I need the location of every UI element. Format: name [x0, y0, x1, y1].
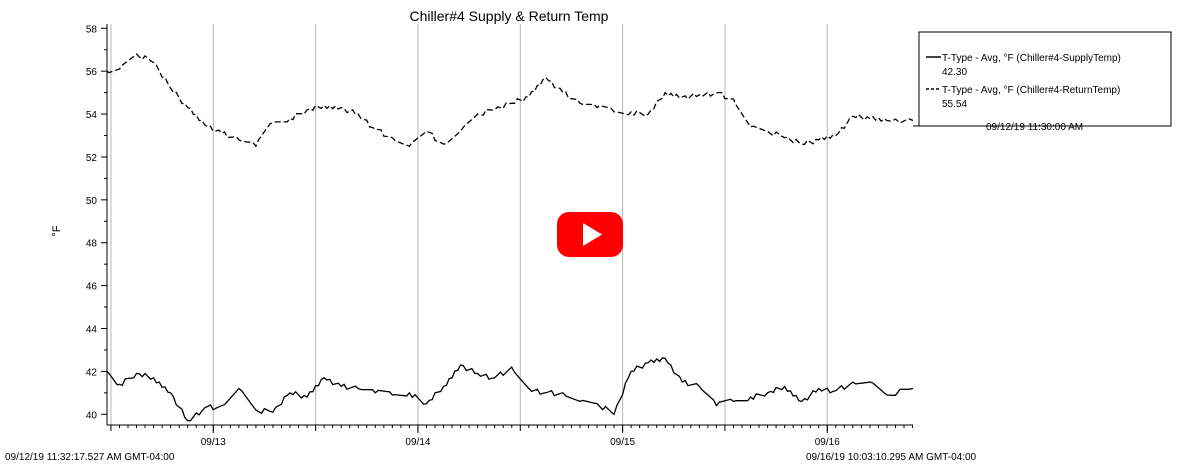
- y-tick-label: 56: [86, 67, 98, 78]
- range-end-label: 09/16/19 10:03:10.295 AM GMT-04:00: [806, 452, 977, 463]
- legend-box: [918, 31, 1172, 127]
- play-icon[interactable]: [583, 223, 602, 246]
- y-tick-label: 50: [86, 196, 98, 207]
- series-line-return-temp: [106, 53, 914, 148]
- legend: T-Type - Avg, °F (Chiller#4-SupplyTemp) …: [913, 31, 1172, 133]
- legend-supply-name: T-Type - Avg, °F (Chiller#4-SupplyTemp): [942, 53, 1121, 64]
- range-start-label: 09/12/19 11:32:17.527 AM GMT-04:00: [5, 452, 175, 463]
- y-axis-label: °F: [51, 225, 63, 236]
- y-tick-label: 46: [86, 282, 98, 293]
- x-tick-label: 09/14: [405, 437, 430, 448]
- vertical-gridlines: [110, 24, 828, 425]
- x-tick-label: 09/16: [815, 437, 840, 448]
- x-axis-ticks: 09/13 09/14 09/15 09/16: [110, 425, 914, 448]
- y-axis-ticks: 40 42 44 46 48 50 52 54 56 58: [86, 24, 107, 421]
- legend-supply-value: 42.30: [942, 67, 967, 78]
- video-play-button[interactable]: [557, 212, 623, 257]
- legend-return-name: T-Type - Avg, °F (Chiller#4-ReturnTemp): [942, 85, 1120, 96]
- y-tick-label: 40: [86, 410, 98, 421]
- x-tick-label: 09/13: [201, 437, 226, 448]
- series-line-supply-temp: [106, 357, 914, 422]
- y-tick-label: 44: [86, 325, 98, 336]
- y-tick-label: 54: [86, 110, 98, 121]
- y-tick-label: 42: [86, 367, 98, 378]
- legend-timestamp: 09/12/19 11:30:00 AM: [986, 122, 1083, 133]
- chart-title: Chiller#4 Supply & Return Temp: [410, 8, 609, 24]
- y-tick-label: 48: [86, 239, 98, 250]
- legend-return-value: 55.54: [942, 99, 967, 110]
- series-group: [106, 53, 914, 422]
- y-tick-label: 58: [86, 24, 98, 35]
- y-tick-label: 52: [86, 153, 98, 164]
- x-tick-label: 09/15: [610, 437, 635, 448]
